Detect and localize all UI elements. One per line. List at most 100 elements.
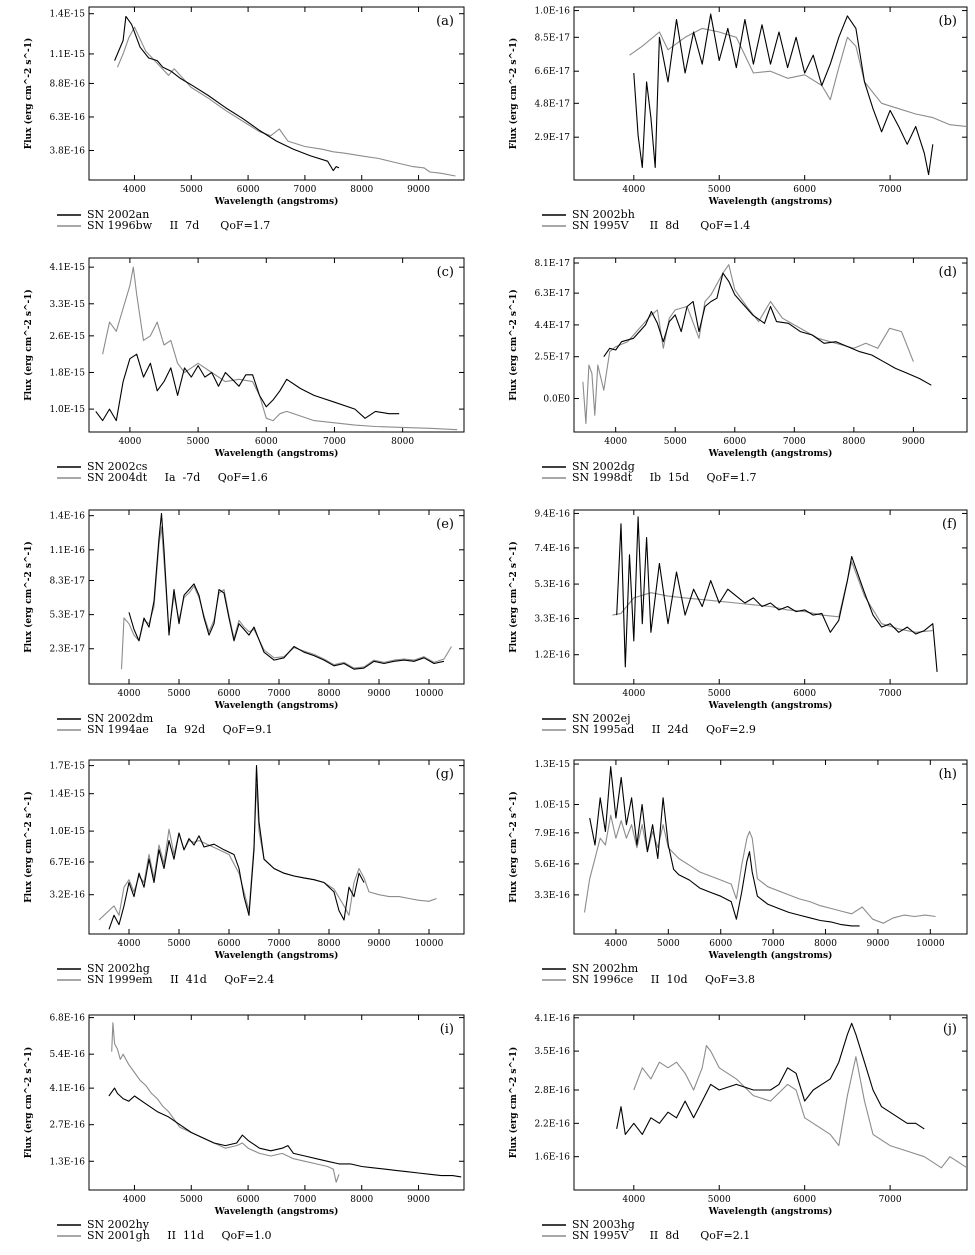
panel-letter: (j) — [943, 1022, 957, 1037]
x-axis-label: Wavelength (angstroms) — [708, 950, 833, 961]
x-tick-label: 5000 — [708, 689, 731, 699]
plot-frame — [88, 1014, 465, 1191]
panel-b: 4000 5000 6000 7000 1.0E-16 8.5E-17 6.6E-17 4.8… — [508, 6, 968, 232]
x-tick-label: 9000 — [902, 437, 925, 447]
y-tick-label: 2.3E-17 — [49, 645, 85, 655]
y-tick-label: 6.8E-16 — [49, 1014, 85, 1024]
x-axis-label: Wavelength (angstroms) — [708, 700, 833, 711]
x-axis-label: Wavelength (angstroms) — [214, 448, 339, 459]
y-tick-label: 5.3E-17 — [49, 611, 85, 621]
y-tick-label: 1.4E-16 — [49, 512, 85, 522]
y-tick-label: 1.4E-15 — [49, 10, 85, 20]
legend-entry: SN 2002hm — [572, 962, 639, 975]
y-tick-label: 7.4E-16 — [534, 544, 570, 554]
series-line-sn-2002hg — [108, 765, 365, 930]
x-tick-label: 9000 — [866, 939, 889, 949]
y-tick-label: 5.3E-16 — [534, 580, 570, 590]
legend-entry: SN 1996bw II 7d QoF=1.7 — [87, 219, 270, 232]
panel-letter: (c) — [437, 265, 454, 280]
x-tick-label: 8000 — [318, 939, 341, 949]
x-axis-label: Wavelength (angstroms) — [214, 196, 339, 207]
plot-frame — [88, 6, 465, 181]
y-tick-label: 2.6E-15 — [49, 332, 85, 342]
panel-f: 4000 5000 6000 7000 9.4E-16 7.4E-16 5.3E-16 3.3… — [508, 509, 968, 736]
x-tick-label: 5000 — [168, 689, 191, 699]
series-line-sn-2002hy — [108, 1087, 462, 1178]
x-tick-label: 7000 — [879, 1195, 902, 1205]
panel-a: 4000 5000 6000 7000 8000 9000 1.4E-15 1.1E-15 8.… — [23, 6, 465, 232]
x-tick-label: 8000 — [318, 689, 341, 699]
y-tick-label: 1.1E-16 — [49, 546, 85, 556]
y-tick-label: 4.8E-17 — [534, 99, 570, 109]
series-line-sn-2002ej — [616, 516, 938, 672]
y-tick-label: 1.0E-15 — [49, 827, 85, 837]
x-tick-label: 5000 — [708, 1195, 731, 1205]
y-tick-label: 2.2E-16 — [534, 1119, 570, 1129]
panel-letter: (a) — [436, 14, 454, 29]
plot-frame — [573, 509, 968, 685]
x-tick-label: 10000 — [415, 939, 444, 949]
series-line-sn-1999em — [98, 783, 437, 921]
series-line-sn-1996bw — [116, 26, 456, 177]
x-tick-label: 4000 — [118, 689, 141, 699]
x-tick-label: 5000 — [708, 185, 731, 195]
x-tick-label: 9000 — [368, 689, 391, 699]
y-tick-label: 3.8E-16 — [49, 146, 85, 156]
series-line-sn-2002an — [114, 15, 340, 172]
y-tick-label: 3.5E-16 — [534, 1047, 570, 1057]
y-tick-label: 4.1E-15 — [49, 263, 85, 273]
x-tick-label: 5000 — [664, 437, 687, 447]
x-axis-label: Wavelength (angstroms) — [708, 1206, 833, 1217]
y-axis-label: Flux (erg cm^-2 s^-1) — [508, 38, 519, 150]
y-tick-label: 6.3E-16 — [49, 113, 85, 123]
legend-entry: SN 2002cs — [87, 460, 148, 473]
x-tick-label: 4000 — [622, 689, 645, 699]
legend-entry: SN 2002ej — [572, 712, 631, 725]
legend-entry: SN 1999em II 41d QoF=2.4 — [87, 973, 274, 986]
panel-h: 4000 5000 6000 7000 8000 9000 10000 1.3E-15 1.0E… — [508, 759, 968, 986]
x-tick-label: 4000 — [622, 185, 645, 195]
plot-frame — [573, 257, 968, 433]
legend-entry: SN 2001gh II 11d QoF=1.0 — [87, 1229, 271, 1242]
x-axis-label: Wavelength (angstroms) — [708, 196, 833, 207]
x-tick-label: 4000 — [123, 185, 146, 195]
legend-entry: SN 1995V II 8d QoF=1.4 — [572, 219, 750, 232]
x-tick-label: 6000 — [709, 939, 732, 949]
y-tick-label: 3.3E-16 — [534, 891, 570, 901]
x-tick-label: 7000 — [293, 185, 316, 195]
y-tick-label: 8.3E-17 — [49, 577, 85, 587]
legend-entry: SN 2002dg — [572, 460, 635, 473]
y-tick-label: 5.4E-16 — [49, 1050, 85, 1060]
legend-entry: SN 2002hy — [87, 1218, 150, 1231]
x-tick-label: 7000 — [783, 437, 806, 447]
panel-d: 4000 5000 6000 7000 8000 9000 8.1E-17 6.3E-17 4.… — [508, 257, 968, 484]
y-tick-label: 1.0E-15 — [49, 405, 85, 415]
panel-letter: (g) — [436, 767, 454, 782]
series-line-sn-2002dm — [128, 512, 445, 670]
x-tick-label: 7000 — [879, 185, 902, 195]
y-tick-label: 3.3E-16 — [534, 615, 570, 625]
y-axis-label: Flux (erg cm^-2 s^-1) — [23, 38, 34, 150]
y-tick-label: 1.0E-15 — [534, 801, 570, 811]
x-axis-label: Wavelength (angstroms) — [214, 950, 339, 961]
legend-entry: SN 2002hg — [87, 962, 150, 975]
y-tick-label: 2.8E-16 — [534, 1086, 570, 1096]
legend-entry: SN 2002bh — [572, 208, 635, 221]
x-tick-label: 9000 — [368, 939, 391, 949]
y-tick-label: 4.1E-16 — [534, 1014, 570, 1024]
series-line-sn-2002dg — [603, 272, 932, 386]
x-tick-label: 10000 — [916, 939, 945, 949]
legend-entry: SN 1994ae Ia 92d QoF=9.1 — [87, 723, 273, 736]
x-tick-label: 8000 — [350, 1195, 373, 1205]
y-tick-label: 6.7E-16 — [49, 858, 85, 868]
panel-i: 4000 5000 6000 7000 8000 9000 6.8E-16 5.4E-16 4.… — [23, 1014, 465, 1242]
x-tick-label: 8000 — [350, 185, 373, 195]
y-tick-label: 6.3E-17 — [534, 289, 570, 299]
series-line-sn-1995v — [629, 27, 966, 127]
y-tick-label: 6.6E-17 — [534, 67, 570, 77]
x-tick-label: 7000 — [268, 689, 291, 699]
panel-letter: (f) — [942, 517, 957, 532]
legend-entry: SN 2002an — [87, 208, 149, 221]
y-tick-label: 1.8E-15 — [49, 368, 85, 378]
